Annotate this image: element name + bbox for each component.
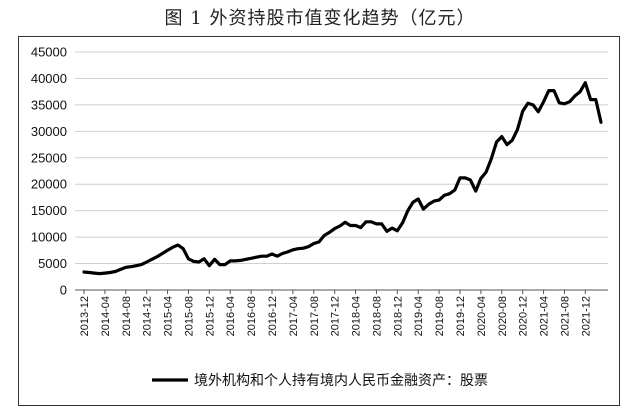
series-line	[82, 81, 603, 276]
y-tick-label: 25000	[31, 150, 67, 165]
chart-title: 图 1 外资持股市值变化趋势（亿元）	[164, 8, 476, 29]
x-tick-label: 2016-08	[246, 296, 258, 336]
x-tick-label: 2021-12	[580, 296, 592, 336]
x-tick-label: 2014-08	[121, 296, 133, 336]
x-tick-label: 2021-08	[559, 296, 571, 336]
x-tick-label: 2013-12	[79, 296, 91, 336]
x-tick-label: 2018-08	[371, 296, 383, 336]
x-tick-label: 2018-12	[392, 296, 404, 336]
y-tick-label: 45000	[31, 45, 67, 60]
x-tick-label: 2019-08	[434, 296, 446, 336]
y-tick-label: 30000	[31, 124, 67, 139]
y-tick-label: 15000	[31, 203, 67, 218]
x-tick-label: 2014-04	[100, 296, 112, 336]
y-gridlines	[75, 51, 608, 291]
x-tick-label: 2015-12	[204, 296, 216, 336]
x-tick-label: 2014-12	[142, 296, 154, 336]
x-tick-label: 2018-04	[351, 296, 363, 336]
x-tick-label: 2015-04	[163, 296, 175, 336]
x-tick-label: 2019-12	[455, 296, 467, 336]
x-tick-label: 2017-08	[309, 296, 321, 336]
x-tick-label: 2017-12	[330, 296, 342, 336]
y-tick-label: 20000	[31, 177, 67, 192]
x-tick-label: 2021-04	[539, 296, 551, 336]
x-tick-label: 2020-12	[518, 296, 530, 336]
x-tick-label: 2017-04	[288, 296, 300, 336]
y-tick-label: 35000	[31, 97, 67, 112]
x-axis: 2013-12 2014-04 2014-08 2014-12 2015-04 2015-…	[79, 290, 592, 336]
y-tick-label: 10000	[31, 230, 67, 245]
x-tick-label: 2016-12	[267, 296, 279, 336]
x-tick-label: 2020-08	[497, 296, 509, 336]
legend: 境外机构和个人持有境内人民币金融资产：股票	[152, 373, 488, 389]
x-tick-label: 2020-04	[476, 296, 488, 336]
legend-label: 境外机构和个人持有境内人民币金融资产：股票	[194, 373, 488, 389]
y-tick-labels: 0 5000 10000 15000 20000 25000 30000 35000 40000…	[31, 45, 67, 298]
series-group	[82, 81, 603, 276]
x-tick-label: 2019-04	[413, 296, 425, 336]
x-tick-label: 2015-08	[183, 296, 195, 336]
y-tick-label: 5000	[38, 256, 67, 271]
x-tick-label: 2016-04	[225, 296, 237, 336]
y-tick-label: 0	[60, 283, 67, 298]
chart-frame	[18, 36, 620, 406]
y-tick-label: 40000	[31, 71, 67, 86]
